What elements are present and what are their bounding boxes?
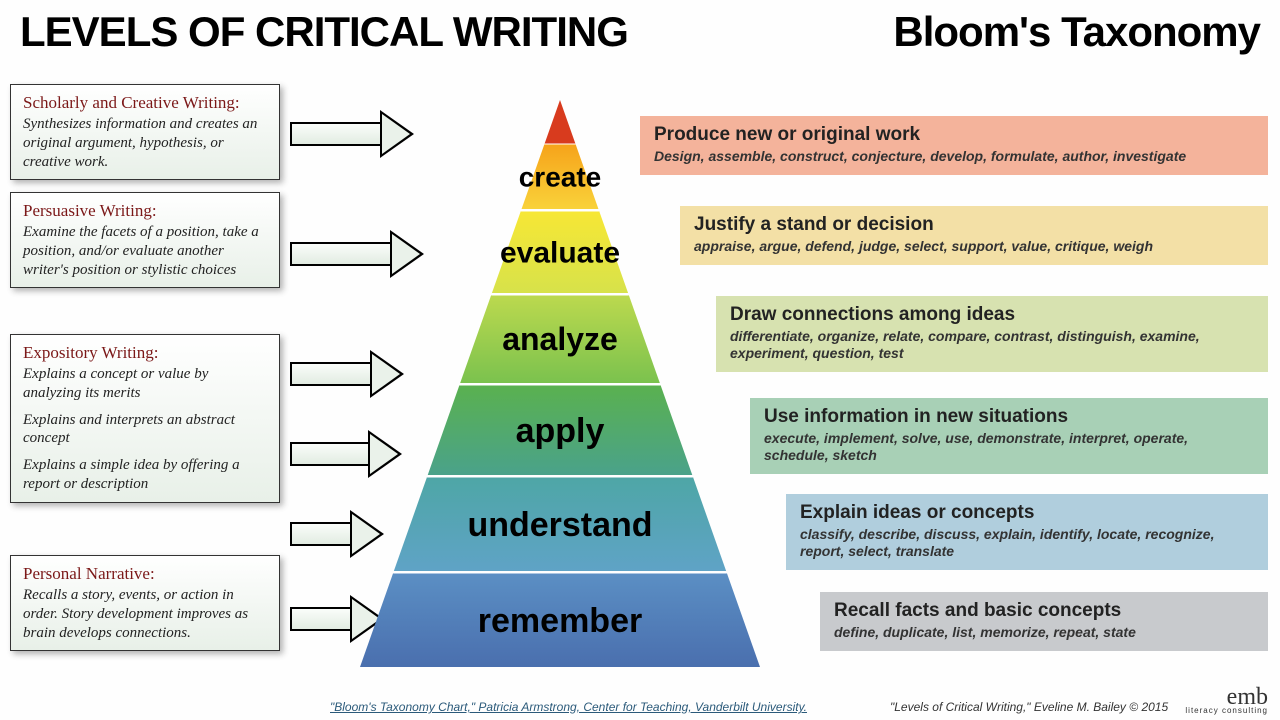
pyramid-svg: create evaluate analyze apply understand reme…: [360, 100, 760, 680]
panel-4: Explain ideas or conceptsclassify, descr…: [786, 494, 1268, 570]
callout-body: Explains a concept or value by analyzing…: [23, 365, 267, 494]
title-right: Bloom's Taxonomy: [893, 8, 1260, 56]
panel-title: Draw connections among ideas: [730, 304, 1254, 326]
panel-title: Use information in new situations: [764, 406, 1254, 428]
callout-expository: Expository Writing:Explains a concept or…: [10, 334, 280, 503]
callout-title: Expository Writing:: [23, 343, 267, 363]
panel-3: Use information in new situationsexecute…: [750, 398, 1268, 474]
callout-body: Examine the facets of a position, take a…: [23, 223, 267, 279]
callout-title: Personal Narrative:: [23, 564, 267, 584]
panel-2: Draw connections among ideasdifferentiat…: [716, 296, 1268, 372]
pyramid-label-understand: understand: [467, 506, 652, 544]
panel-body: classify, describe, discuss, explain, id…: [800, 526, 1254, 560]
callout-title: Scholarly and Creative Writing:: [23, 93, 267, 113]
logo-subtext: literacy consulting: [1185, 708, 1268, 714]
footer-copyright: "Levels of Critical Writing," Eveline M.…: [890, 700, 1168, 714]
callout-persuasive: Persuasive Writing:Examine the facets of…: [10, 192, 280, 288]
pyramid-label-remember: remember: [478, 602, 642, 640]
title-left: Levels of Critical Writing: [20, 8, 628, 56]
panel-body: differentiate, organize, relate, compare…: [730, 328, 1254, 362]
panel-title: Explain ideas or concepts: [800, 502, 1254, 524]
panel-body: execute, implement, solve, use, demonstr…: [764, 430, 1254, 464]
footer-source-link[interactable]: "Bloom's Taxonomy Chart," Patricia Armst…: [330, 700, 807, 714]
pyramid-label-analyze: analyze: [502, 321, 618, 357]
panel-body: define, duplicate, list, memorize, repea…: [834, 624, 1254, 641]
panel-title: Recall facts and basic concepts: [834, 600, 1254, 622]
pyramid-label-apply: apply: [516, 412, 605, 450]
panel-1: Justify a stand or decision appraise, arg…: [680, 206, 1268, 265]
callout-body: Synthesizes information and creates an o…: [23, 115, 267, 171]
callout-personal: Personal Narrative:Recalls a story, even…: [10, 555, 280, 651]
callout-title: Persuasive Writing:: [23, 201, 267, 221]
callout-body: Recalls a story, events, or action in or…: [23, 586, 267, 642]
panel-body: Design, assemble, construct, conjecture,…: [654, 148, 1254, 165]
pyramid-label-evaluate: evaluate: [500, 237, 620, 270]
panel-title: Justify a stand or decision: [694, 214, 1254, 236]
panel-5: Recall facts and basic concepts define, d…: [820, 592, 1268, 651]
panel-body: appraise, argue, defend, judge, select, …: [694, 238, 1254, 255]
pyramid-label-create: create: [519, 161, 602, 192]
pyramid: create evaluate analyze apply understand reme…: [360, 100, 760, 660]
logo: emb literacy consulting: [1185, 688, 1268, 714]
callout-scholarly: Scholarly and Creative Writing:Synthesiz…: [10, 84, 280, 180]
panel-0: Produce new or original work Design, asse…: [640, 116, 1268, 175]
panel-title: Produce new or original work: [654, 124, 1254, 146]
